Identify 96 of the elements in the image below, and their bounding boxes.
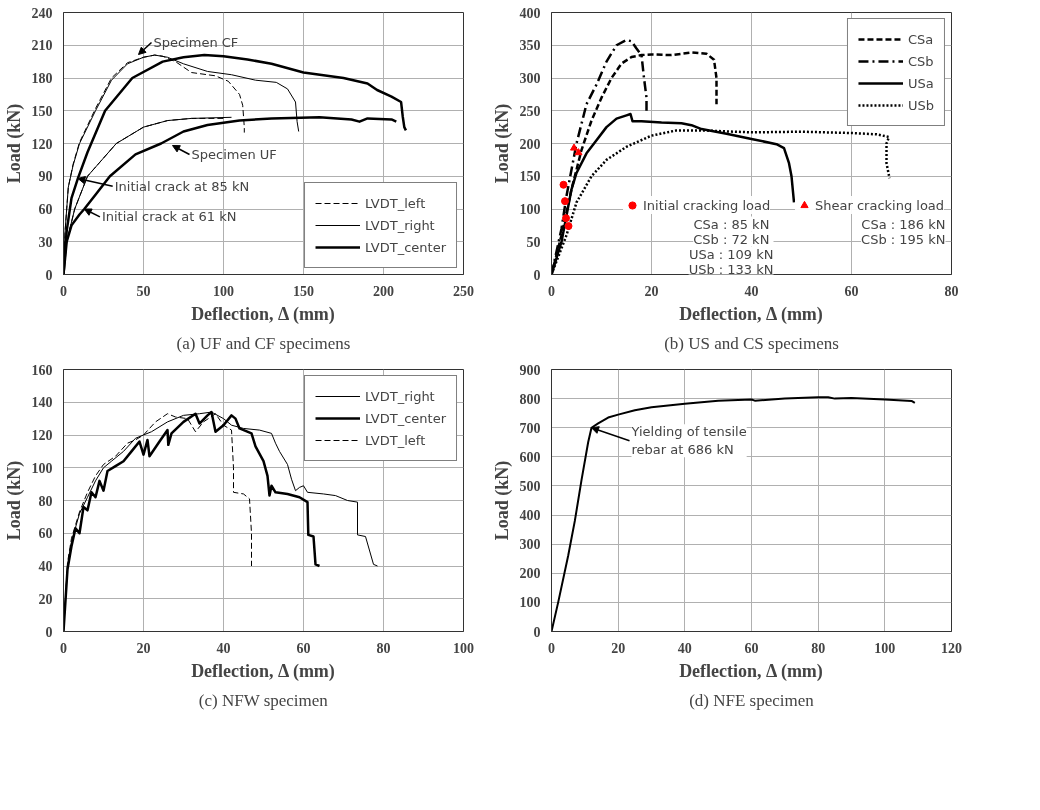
y-tick-label: 180	[31, 71, 53, 86]
text: (a) UF and CF specimens	[176, 333, 351, 353]
x-tick-label: 0	[548, 640, 555, 656]
y-tick-label: 250	[519, 103, 541, 119]
x-tick-label: 100	[453, 640, 474, 656]
y-tick-label: 200	[519, 136, 541, 152]
text: (c) NFW specimen	[198, 690, 329, 710]
x-tick-label: 60	[844, 283, 859, 299]
legend-label: CSa	[907, 31, 934, 47]
y-axis-title: Load (kN)	[3, 103, 25, 184]
y-tick-label: 0	[45, 624, 53, 640]
x-axis-title: Deflection, Δ (mm)	[191, 303, 335, 325]
y-tick-label: 300	[519, 71, 541, 86]
y-tick-label: 200	[519, 566, 541, 582]
legend-label: LVDT_center	[365, 410, 446, 426]
y-tick-label: 100	[519, 595, 541, 611]
y-tick-label: 900	[519, 362, 541, 378]
y-tick-label: 150	[519, 169, 541, 185]
legend-label: LVDT_left	[365, 195, 426, 211]
annotation: Initial crack at 85 kN	[114, 178, 250, 194]
annotation: Yielding of tensile rebar at 686 kN	[630, 424, 747, 458]
annotation: USa : 109 kN	[688, 246, 774, 262]
x-tick-label: 0	[548, 283, 555, 299]
y-tick-label: 210	[31, 38, 53, 54]
x-tick-label: 50	[136, 283, 151, 299]
y-tick-label: 120	[31, 428, 53, 443]
y-tick-label: 400	[519, 508, 541, 524]
annotation: Specimen CF	[153, 35, 239, 50]
y-tick-label: 160	[31, 362, 53, 378]
y-tick-label: 20	[38, 591, 53, 607]
legend-label: USa	[907, 75, 934, 91]
x-tick-label: 200	[373, 283, 394, 299]
x-tick-label: 80	[944, 283, 959, 299]
x-tick-label: 0	[60, 283, 67, 299]
y-tick-label: 800	[519, 391, 541, 407]
text: (b) US and CS specimens	[664, 333, 839, 353]
legend-label: USb	[907, 97, 934, 113]
text: (d) NFE specimen	[689, 690, 815, 710]
y-tick-label: 700	[519, 420, 541, 436]
y-tick-label: 600	[519, 449, 541, 465]
y-tick-label: 140	[31, 395, 53, 411]
y-axis-title: Load (kN)	[491, 460, 513, 541]
y-tick-label: 90	[38, 169, 53, 185]
annotation: Specimen UF	[191, 147, 277, 162]
x-tick-label: 20	[136, 640, 151, 656]
y-tick-label: 60	[38, 202, 53, 217]
annotation: CSb : 72 kN	[693, 231, 770, 247]
x-tick-label: 150	[293, 283, 314, 299]
annotation: Initial crack at 61 kN	[101, 209, 237, 225]
x-tick-label: 100	[874, 640, 896, 656]
y-tick-label: 0	[45, 267, 53, 283]
x-tick-label: 80	[376, 640, 391, 656]
x-tick-label: 250	[453, 283, 474, 299]
x-tick-label: 60	[296, 640, 311, 656]
x-tick-label: 20	[611, 640, 626, 656]
x-tick-label: 100	[213, 283, 234, 299]
annotation: CSa : 85 kN	[693, 216, 770, 232]
annotation: CSb : 195 kN	[861, 231, 946, 247]
y-axis-title: Load (kN)	[491, 103, 513, 184]
y-axis-title: Load (kN)	[3, 460, 25, 541]
annotation: USb : 133 kN	[688, 261, 774, 277]
legend-label: Shear cracking load	[815, 197, 945, 213]
x-tick-label: 120	[941, 640, 962, 656]
y-tick-label: 240	[31, 5, 53, 21]
legend-label: Initial cracking load	[643, 197, 771, 213]
y-tick-label: 100	[31, 460, 53, 476]
y-tick-label: 400	[519, 5, 541, 21]
y-tick-label: 500	[519, 478, 541, 494]
y-tick-label: 350	[519, 38, 541, 54]
y-tick-label: 0	[533, 624, 541, 640]
legend-label: CSb	[907, 53, 934, 69]
x-tick-label: 0	[60, 640, 67, 656]
y-tick-label: 40	[38, 559, 53, 574]
x-tick-label: 40	[216, 640, 231, 656]
y-tick-label: 80	[38, 493, 53, 509]
legend-label: LVDT_right	[365, 388, 435, 404]
legend-label: LVDT_left	[365, 432, 426, 448]
legend-label: LVDT_center	[365, 239, 446, 255]
x-tick-label: 80	[811, 640, 826, 656]
x-axis-title: Deflection, Δ (mm)	[679, 303, 823, 325]
x-axis-title: Deflection, Δ (mm)	[679, 660, 823, 682]
annotation: CSa : 186 kN	[861, 216, 946, 232]
x-axis-title: Deflection, Δ (mm)	[191, 660, 335, 682]
x-tick-label: 40	[744, 283, 759, 299]
y-tick-label: 120	[31, 136, 53, 152]
y-tick-label: 30	[38, 234, 53, 250]
y-tick-label: 50	[526, 234, 541, 250]
y-tick-label: 0	[533, 267, 541, 283]
x-tick-label: 20	[644, 283, 659, 299]
x-tick-label: 60	[744, 640, 759, 656]
x-tick-label: 40	[677, 640, 692, 656]
y-tick-label: 300	[519, 537, 541, 553]
y-tick-label: 100	[519, 202, 541, 217]
y-tick-label: 60	[38, 526, 53, 542]
legend-label: LVDT_right	[365, 217, 435, 233]
y-tick-label: 150	[31, 103, 53, 119]
